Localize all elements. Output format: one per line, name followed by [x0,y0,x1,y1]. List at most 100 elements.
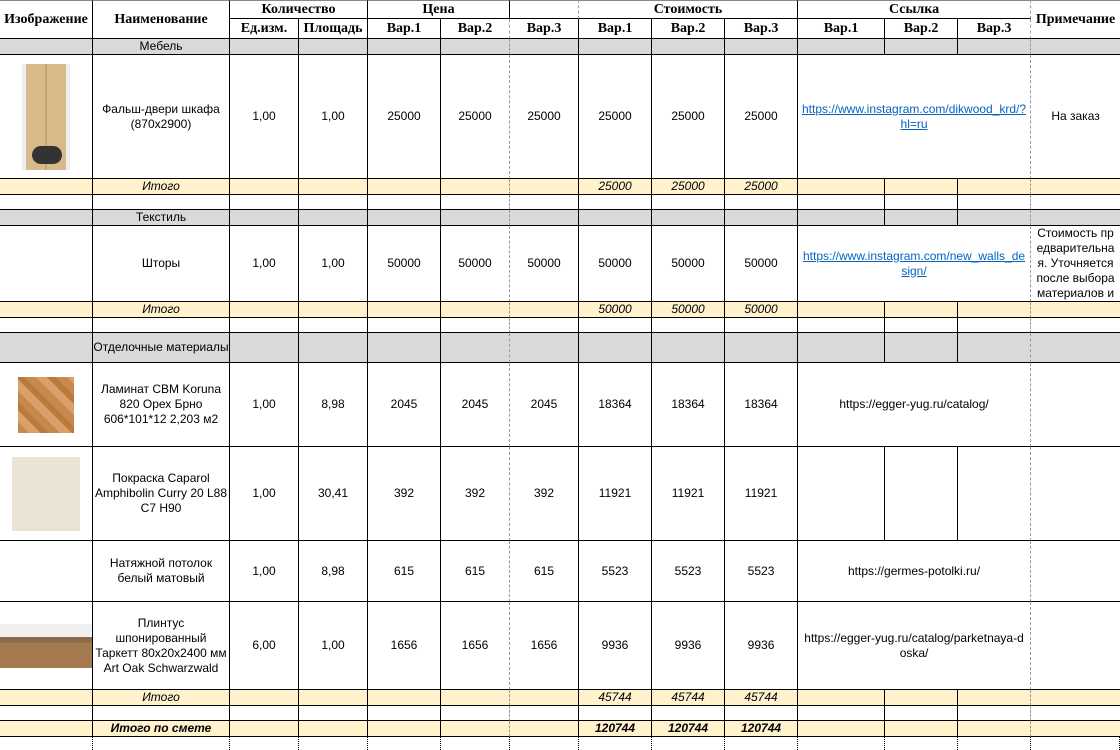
item-price-v1: 615 [368,541,441,602]
item-unit: 1,00 [230,447,299,541]
item-price-v2: 1656 [441,602,511,690]
empty-cell [368,302,441,318]
empty-cell [299,333,368,363]
empty-cell [299,179,368,195]
item-price-v1: 25000 [368,55,441,179]
category-row: Мебель [0,39,1120,55]
empty-cell [299,690,368,706]
item-row: Покраска Caparol Amphibolin Curry 20 L88… [0,447,1120,541]
item-cost-v2: 50000 [652,226,726,302]
empty-cell [958,721,1032,737]
item-image [0,226,93,302]
empty-cell [1031,333,1120,363]
header-cost: Стоимость [579,0,799,19]
item-note: На заказ [1031,55,1120,179]
empty-cell [798,39,886,55]
empty-cell [798,318,886,333]
empty-cell [510,195,580,210]
item-area: 1,00 [299,602,368,690]
empty-cell [579,706,653,721]
empty-cell [510,706,580,721]
item-cost-v3: 5523 [725,541,799,602]
blank-row [0,318,1120,333]
empty-cell [798,706,886,721]
empty-cell [230,690,299,706]
empty-cell [510,302,580,318]
empty-cell [885,690,959,706]
empty-cell [230,706,299,721]
empty-cell [725,333,799,363]
category-row: Текстиль [0,210,1120,226]
item-note [1031,447,1120,541]
header-note: Примечание [1031,0,1120,39]
empty-cell [0,333,93,363]
item-image [0,55,93,179]
item-cost-v3: 50000 [725,226,799,302]
empty-cell [958,302,1032,318]
empty-cell [299,39,368,55]
link-cell: https://www.instagram.com/dikwood_krd/?h… [798,55,1032,179]
item-link[interactable]: https://www.instagram.com/dikwood_krd/?h… [801,101,1027,131]
empty-cell [1031,318,1120,333]
empty-cell [579,333,653,363]
subtotal-v3: 45744 [725,690,799,706]
empty-cell [885,39,959,55]
item-cost-v1: 11921 [579,447,653,541]
item-note: Стоимость предварительная. Уточняется по… [1031,226,1120,302]
item-link[interactable]: https://egger-yug.ru/catalog/ [839,397,989,411]
empty-cell [798,333,886,363]
link-v3 [958,447,1032,541]
item-unit: 1,00 [230,55,299,179]
header-price: Цена [368,0,511,19]
link-v2 [885,447,959,541]
empty-cell [579,195,653,210]
item-link[interactable]: https://germes-potolki.ru/ [848,563,981,578]
grand-total-v1: 120744 [579,721,653,737]
empty-cell [230,179,299,195]
item-area: 1,00 [299,226,368,302]
empty-cell [299,318,368,333]
item-name: Натяжной потолок белый матовый [93,541,230,602]
empty-cell [798,721,886,737]
empty-cell [368,690,441,706]
item-name: Фальш-двери шкафа (870x2900) [93,55,230,179]
link-v1 [798,447,886,541]
header-area: Площадь [299,19,368,39]
item-price-v3: 392 [510,447,580,541]
subtotal-row: Итого 45744 45744 45744 [0,690,1120,706]
empty-cell [958,210,1032,226]
subtotal-row: Итого 50000 50000 50000 [0,302,1120,318]
empty-cell [299,195,368,210]
empty-cell [652,210,726,226]
subtotal-label: Итого [93,690,230,706]
empty-cell [1031,210,1120,226]
subtotal-row: Итого 25000 25000 25000 [0,179,1120,195]
empty-cell [1031,195,1120,210]
empty-cell [93,706,230,721]
empty-cell [958,39,1032,55]
item-link[interactable]: https://www.instagram.com/new_walls_desi… [802,248,1026,278]
link-cell: https://egger-yug.ru/catalog/ [798,363,1032,447]
empty-cell [230,195,299,210]
empty-cell [725,706,799,721]
link-cell: https://egger-yug.ru/catalog/parketnaya-… [798,602,1032,690]
item-area: 30,41 [299,447,368,541]
empty-cell [652,318,726,333]
item-link[interactable]: https://egger-yug.ru/catalog/parketnaya-… [804,630,1024,660]
empty-cell [441,195,511,210]
category-title: Текстиль [93,210,230,226]
header-name: Наименование [93,0,230,39]
empty-cell [0,318,93,333]
item-cost-v1: 18364 [579,363,653,447]
item-price-v2: 50000 [441,226,511,302]
empty-cell [1031,179,1120,195]
empty-cell [958,706,1032,721]
empty-cell [652,195,726,210]
empty-cell [230,318,299,333]
header-unit: Ед.изм. [230,19,299,39]
item-cost-v3: 25000 [725,55,799,179]
subtotal-v3: 25000 [725,179,799,195]
subtotal-v1: 25000 [579,179,653,195]
empty-cell [0,210,93,226]
